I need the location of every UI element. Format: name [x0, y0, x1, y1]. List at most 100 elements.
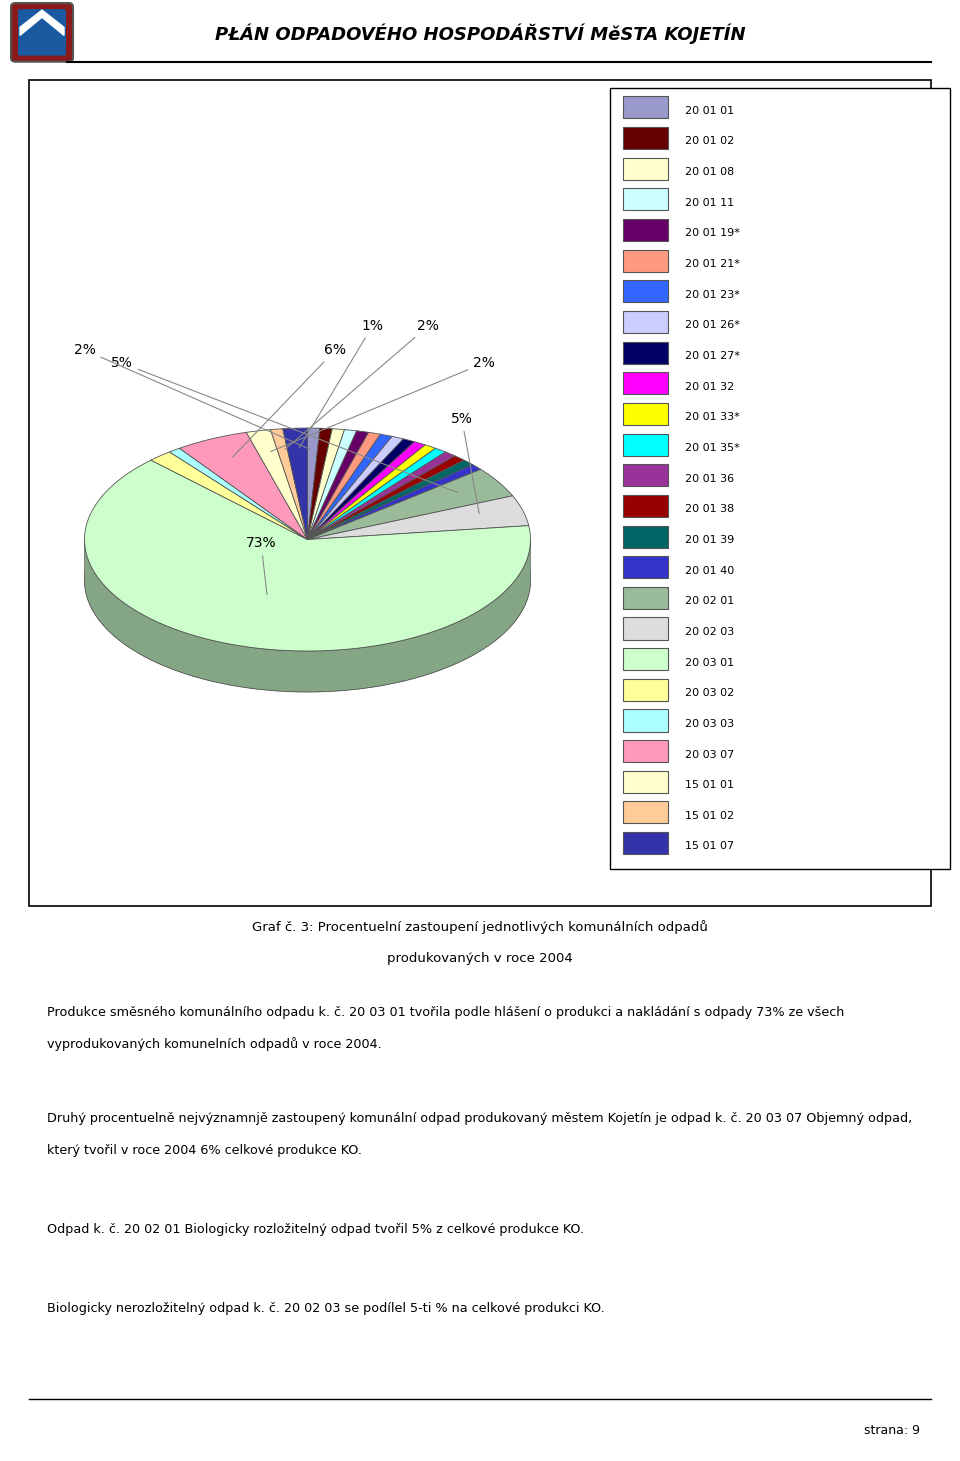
- Text: 20 01 21*: 20 01 21*: [684, 259, 739, 269]
- Polygon shape: [307, 438, 415, 539]
- FancyBboxPatch shape: [610, 88, 950, 869]
- Ellipse shape: [84, 469, 531, 693]
- Bar: [623, 434, 667, 456]
- FancyBboxPatch shape: [11, 3, 73, 61]
- Text: 20 03 02: 20 03 02: [684, 688, 733, 698]
- Polygon shape: [271, 428, 307, 539]
- Bar: [623, 802, 667, 824]
- Polygon shape: [307, 428, 332, 539]
- Polygon shape: [307, 428, 320, 539]
- Polygon shape: [307, 456, 464, 539]
- Polygon shape: [307, 449, 445, 539]
- Text: PŁÁN ODPADOVÉHO HOSPODÁŘSTVÍ MěSTA KOJETÍN: PŁÁN ODPADOVÉHO HOSPODÁŘSTVÍ MěSTA KOJET…: [215, 23, 745, 44]
- Polygon shape: [170, 449, 307, 539]
- Text: 20 01 08: 20 01 08: [684, 167, 733, 177]
- Text: 20 01 26*: 20 01 26*: [684, 320, 739, 330]
- Polygon shape: [307, 465, 481, 539]
- Bar: [623, 127, 667, 149]
- Text: 2%: 2%: [271, 356, 495, 451]
- Text: 20 01 11: 20 01 11: [684, 197, 733, 207]
- Text: 73%: 73%: [246, 536, 276, 595]
- Text: 20 01 38: 20 01 38: [684, 504, 733, 514]
- Text: 20 01 02: 20 01 02: [684, 136, 733, 146]
- Bar: [623, 741, 667, 763]
- Polygon shape: [307, 434, 392, 539]
- Text: 15 01 02: 15 01 02: [684, 811, 733, 821]
- Polygon shape: [307, 460, 472, 539]
- Text: 20 01 32: 20 01 32: [684, 381, 733, 392]
- Text: vyprodukovaných komunelních odpadů v roce 2004.: vyprodukovaných komunelních odpadů v roc…: [47, 1037, 382, 1052]
- Text: 20 02 03: 20 02 03: [684, 627, 733, 637]
- Polygon shape: [151, 451, 307, 539]
- Bar: [623, 250, 667, 272]
- Text: 15 01 01: 15 01 01: [684, 780, 733, 790]
- Bar: [623, 833, 667, 855]
- Bar: [623, 771, 667, 793]
- Text: 20 03 03: 20 03 03: [684, 719, 733, 729]
- Bar: [623, 649, 667, 671]
- Bar: [623, 373, 667, 394]
- Text: 20 01 01: 20 01 01: [684, 105, 733, 115]
- Bar: [623, 679, 667, 701]
- Polygon shape: [307, 451, 455, 539]
- Text: 20 01 27*: 20 01 27*: [684, 351, 739, 361]
- Text: 20 01 36: 20 01 36: [684, 473, 733, 484]
- Text: strana: 9: strana: 9: [864, 1424, 920, 1438]
- Bar: [623, 587, 667, 609]
- Polygon shape: [180, 432, 307, 539]
- Text: 15 01 07: 15 01 07: [684, 842, 733, 852]
- Text: 20 01 33*: 20 01 33*: [684, 412, 739, 422]
- Bar: [623, 618, 667, 640]
- Bar: [623, 526, 667, 548]
- Bar: [623, 281, 667, 302]
- Bar: [623, 557, 667, 579]
- Bar: [623, 311, 667, 333]
- Text: 2%: 2%: [285, 318, 440, 450]
- Polygon shape: [84, 541, 531, 693]
- Bar: [623, 96, 667, 118]
- Text: 1%: 1%: [299, 318, 384, 449]
- Text: Odpad k. č. 20 02 01 Biologicky rozložitelný odpad tvořil 5% z celkové produkce : Odpad k. č. 20 02 01 Biologicky rozložit…: [47, 1223, 585, 1236]
- Bar: [623, 710, 667, 732]
- Polygon shape: [307, 428, 345, 539]
- FancyBboxPatch shape: [29, 80, 931, 906]
- Bar: [623, 188, 667, 210]
- Text: 2%: 2%: [74, 343, 310, 450]
- Text: který tvořil v roce 2004 6% celkové produkce KO.: který tvořil v roce 2004 6% celkové prod…: [47, 1144, 362, 1157]
- Text: 20 01 40: 20 01 40: [684, 565, 733, 576]
- Polygon shape: [307, 430, 357, 539]
- Bar: [623, 465, 667, 487]
- Text: 20 01 23*: 20 01 23*: [684, 289, 739, 300]
- Text: 20 03 01: 20 03 01: [684, 657, 733, 668]
- Polygon shape: [283, 428, 307, 539]
- Text: 20 01 19*: 20 01 19*: [684, 228, 739, 238]
- Text: 20 02 01: 20 02 01: [684, 596, 733, 606]
- Bar: [623, 158, 667, 180]
- Text: 20 01 39: 20 01 39: [684, 535, 733, 545]
- Polygon shape: [247, 430, 307, 539]
- Bar: [623, 342, 667, 364]
- Bar: [623, 219, 667, 241]
- Polygon shape: [307, 437, 403, 539]
- Polygon shape: [84, 460, 531, 652]
- Text: 20 03 07: 20 03 07: [684, 749, 733, 760]
- Polygon shape: [307, 431, 369, 539]
- Text: 5%: 5%: [110, 356, 458, 492]
- Polygon shape: [20, 10, 64, 35]
- Polygon shape: [307, 469, 513, 539]
- Text: Biologicky nerozložitelný odpad k. č. 20 02 03 se podílel 5-ti % na celkové prod: Biologicky nerozložitelný odpad k. č. 20…: [47, 1302, 605, 1315]
- FancyBboxPatch shape: [18, 9, 66, 56]
- Text: 6%: 6%: [232, 343, 347, 457]
- Polygon shape: [307, 432, 380, 539]
- Bar: [623, 495, 667, 517]
- Text: 5%: 5%: [451, 412, 479, 513]
- Polygon shape: [307, 444, 436, 539]
- Polygon shape: [307, 441, 425, 539]
- Bar: [623, 403, 667, 425]
- Text: Druhý procentuelně nejvýznamnjě zastoupený komunální odpad produkovaný městem Ko: Druhý procentuelně nejvýznamnjě zastoupe…: [47, 1112, 913, 1125]
- Text: Produkce směsného komunálního odpadu k. č. 20 03 01 tvořila podle hlášení o prod: Produkce směsného komunálního odpadu k. …: [47, 1005, 845, 1018]
- Polygon shape: [307, 495, 529, 539]
- Text: Graf č. 3: Procentuelní zastoupení jednotlivých komunálních odpadů: Graf č. 3: Procentuelní zastoupení jedno…: [252, 919, 708, 934]
- Text: produkovaných v roce 2004: produkovaných v roce 2004: [387, 953, 573, 966]
- Text: 20 01 35*: 20 01 35*: [684, 443, 739, 453]
